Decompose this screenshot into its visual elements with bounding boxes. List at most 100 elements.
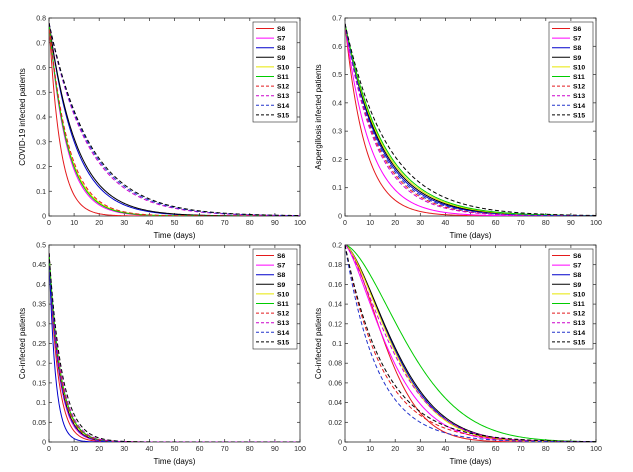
x-tick-label: 90 bbox=[567, 220, 575, 227]
y-tick-label: 0.15 bbox=[32, 380, 46, 387]
legend-label: S14 bbox=[277, 103, 289, 110]
legend-label: S6 bbox=[573, 253, 582, 260]
x-tick-label: 10 bbox=[70, 220, 78, 227]
x-tick-label: 70 bbox=[221, 446, 229, 453]
y-tick-label: 0.12 bbox=[328, 321, 342, 328]
series-line-s15 bbox=[49, 22, 300, 216]
x-tick-label: 30 bbox=[416, 446, 424, 453]
x-tick-label: 50 bbox=[467, 446, 475, 453]
legend-label: S6 bbox=[573, 26, 582, 33]
series-line-s12 bbox=[49, 252, 300, 442]
legend-label: S8 bbox=[277, 45, 286, 52]
x-tick-label: 40 bbox=[146, 446, 154, 453]
x-tick-label: 70 bbox=[517, 220, 525, 227]
y-tick-label: 0.02 bbox=[328, 420, 342, 427]
legend-label: S8 bbox=[573, 45, 582, 52]
series-line-s11 bbox=[345, 23, 596, 216]
y-tick-label: 0.14 bbox=[328, 302, 342, 309]
x-tick-label: 0 bbox=[47, 446, 51, 453]
y-tick-label: 0 bbox=[338, 440, 342, 447]
y-tick-label: 0.16 bbox=[328, 282, 342, 289]
y-axis-label: Co-infected patients bbox=[18, 308, 27, 379]
legend-label: S14 bbox=[573, 330, 585, 337]
x-tick-label: 80 bbox=[542, 220, 550, 227]
x-tick-label: 50 bbox=[171, 446, 179, 453]
legend-label: S10 bbox=[573, 64, 585, 71]
y-tick-label: 0.1 bbox=[36, 189, 46, 196]
y-tick-label: 0 bbox=[42, 440, 46, 447]
series-line-s13 bbox=[345, 23, 596, 216]
legend-label: S7 bbox=[277, 263, 286, 270]
legend-label: S11 bbox=[277, 74, 289, 81]
x-tick-label: 10 bbox=[366, 220, 374, 227]
x-tick-label: 80 bbox=[246, 446, 254, 453]
y-tick-label: 0.4 bbox=[36, 115, 46, 122]
x-tick-label: 80 bbox=[246, 220, 254, 227]
x-tick-label: 60 bbox=[196, 220, 204, 227]
legend-label: S11 bbox=[573, 74, 585, 81]
x-tick-label: 10 bbox=[70, 446, 78, 453]
series-line-s15 bbox=[345, 245, 596, 442]
x-tick-label: 100 bbox=[590, 220, 602, 227]
legend-label: S13 bbox=[277, 320, 289, 327]
series-line-s11 bbox=[49, 252, 300, 442]
series-line-s14 bbox=[345, 23, 596, 216]
y-tick-label: 0.5 bbox=[36, 90, 46, 97]
legend-label: S6 bbox=[277, 253, 286, 260]
y-tick-label: 0.2 bbox=[332, 157, 342, 164]
series-line-s15 bbox=[49, 252, 300, 442]
legend: S6 S7 S8 S9 S10 S11 S12 S13 S14 S15 bbox=[548, 248, 594, 350]
x-axis-label: Time (days) bbox=[154, 457, 196, 466]
x-tick-label: 0 bbox=[343, 220, 347, 227]
x-tick-label: 60 bbox=[492, 446, 500, 453]
legend-box bbox=[252, 248, 298, 350]
series-line-s14 bbox=[345, 245, 596, 442]
legend-label: S13 bbox=[573, 320, 585, 327]
x-tick-label: 90 bbox=[271, 220, 279, 227]
x-tick-label: 20 bbox=[95, 220, 103, 227]
y-axis-label: Co-infected patients bbox=[314, 308, 323, 379]
y-tick-label: 0.2 bbox=[36, 361, 46, 368]
x-axis-label: Time (days) bbox=[450, 457, 492, 466]
y-tick-label: 0.6 bbox=[332, 44, 342, 51]
chart-panel-2: 0 10 20 30 40 50 60 70 80 90 100 0 0.1 0.2 0.3 0.4 0.5 0.… bbox=[314, 16, 602, 241]
legend-label: S11 bbox=[277, 301, 289, 308]
legend-label: S12 bbox=[573, 311, 585, 318]
x-tick-label: 20 bbox=[391, 220, 399, 227]
series-line-s12 bbox=[345, 23, 596, 216]
y-axis-label: Aspergillosis infected patients bbox=[314, 64, 323, 169]
legend-label: S9 bbox=[573, 282, 582, 289]
x-tick-label: 100 bbox=[294, 446, 306, 453]
legend-label: S9 bbox=[277, 282, 286, 289]
chart-panel-4: 0 10 20 30 40 50 60 70 80 90 100 0 0.02 0.04 0.06 0.08 0… bbox=[314, 243, 602, 467]
x-tick-label: 50 bbox=[171, 220, 179, 227]
series-line-s12 bbox=[49, 22, 300, 216]
y-tick-label: 0.3 bbox=[332, 129, 342, 136]
y-tick-label: 0.2 bbox=[36, 164, 46, 171]
x-axis-label: Time (days) bbox=[154, 231, 196, 240]
legend-box bbox=[252, 21, 298, 123]
x-tick-label: 20 bbox=[95, 446, 103, 453]
legend: S6 S7 S8 S9 S10 S11 S12 S13 S14 S15 bbox=[548, 21, 594, 123]
legend-label: S10 bbox=[277, 64, 289, 71]
x-tick-label: 100 bbox=[590, 446, 602, 453]
x-tick-label: 100 bbox=[294, 220, 306, 227]
legend-label: S13 bbox=[277, 93, 289, 100]
legend: S6 S7 S8 S9 S10 S11 S12 S13 S14 S15 bbox=[252, 248, 298, 350]
x-tick-label: 40 bbox=[146, 220, 154, 227]
series-line-s6 bbox=[49, 252, 300, 442]
y-tick-label: 0.1 bbox=[332, 185, 342, 192]
x-tick-label: 60 bbox=[492, 220, 500, 227]
legend-label: S8 bbox=[277, 272, 286, 279]
legend-box bbox=[548, 248, 594, 350]
legend-label: S15 bbox=[277, 112, 289, 119]
legend-label: S12 bbox=[277, 84, 289, 91]
y-tick-label: 0.3 bbox=[36, 139, 46, 146]
legend-box bbox=[548, 21, 594, 123]
y-tick-label: 0.35 bbox=[32, 302, 46, 309]
x-tick-label: 20 bbox=[391, 446, 399, 453]
y-tick-label: 0 bbox=[42, 214, 46, 221]
y-tick-label: 0.05 bbox=[32, 420, 46, 427]
y-tick-label: 0.1 bbox=[36, 400, 46, 407]
y-tick-label: 0.06 bbox=[328, 380, 342, 387]
